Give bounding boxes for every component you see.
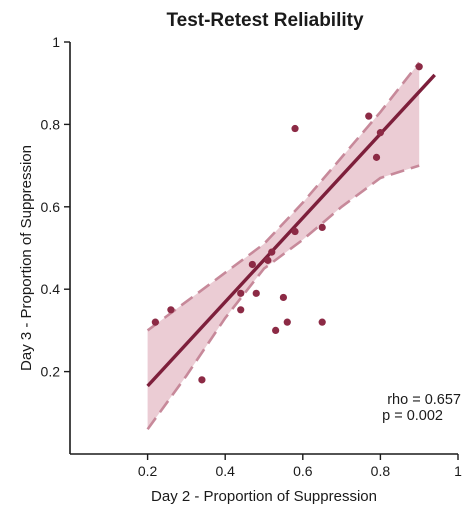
y-tick-label: 0.8	[41, 116, 61, 132]
data-point	[167, 306, 175, 314]
x-axis-label: Day 2 - Proportion of Suppression	[151, 488, 377, 505]
fit-line-layer	[146, 73, 436, 388]
data-point	[283, 318, 291, 326]
rho-annotation: rho = 0.657	[387, 392, 461, 408]
data-point	[365, 112, 373, 120]
data-point	[272, 326, 280, 334]
confidence-band-layer	[146, 61, 421, 431]
data-point	[237, 289, 245, 297]
data-points-layer	[151, 63, 423, 384]
y-tick-label: 0.6	[41, 199, 61, 215]
regression-line	[146, 73, 436, 388]
confidence-band-area	[147, 62, 420, 430]
data-point	[264, 256, 272, 264]
y-tick-label: 1	[52, 34, 60, 50]
data-point	[291, 227, 299, 236]
confidence-band-upper	[146, 61, 421, 332]
data-point	[279, 293, 287, 302]
axes-layer: 0.2 0.4 0.6 0.8 1 0.2 0.4 0.6 0.8 1	[41, 34, 463, 479]
data-point	[415, 63, 423, 71]
data-point	[318, 223, 326, 231]
chart-title: Test-Retest Reliability	[166, 10, 364, 31]
x-tick-label: 0.8	[371, 463, 391, 479]
data-point	[237, 306, 245, 314]
data-point	[318, 318, 326, 326]
y-tick-label: 0.4	[41, 281, 61, 297]
confidence-band-lower	[146, 164, 420, 431]
p-value-annotation: p = 0.002	[382, 408, 443, 424]
x-tick-label: 1	[454, 463, 462, 479]
data-point	[268, 248, 276, 256]
x-tick-label: 0.4	[215, 463, 235, 479]
data-point	[151, 318, 159, 326]
data-point	[376, 129, 384, 137]
y-axis-label: Day 3 - Proportion of Suppression	[18, 145, 35, 371]
data-point	[372, 153, 381, 161]
x-tick-label: 0.6	[293, 463, 313, 479]
data-point	[252, 289, 260, 297]
x-tick-label: 0.2	[138, 463, 158, 479]
y-tick-label: 0.2	[41, 364, 61, 380]
data-point	[198, 376, 206, 384]
data-point	[291, 124, 299, 133]
data-point	[248, 260, 256, 269]
